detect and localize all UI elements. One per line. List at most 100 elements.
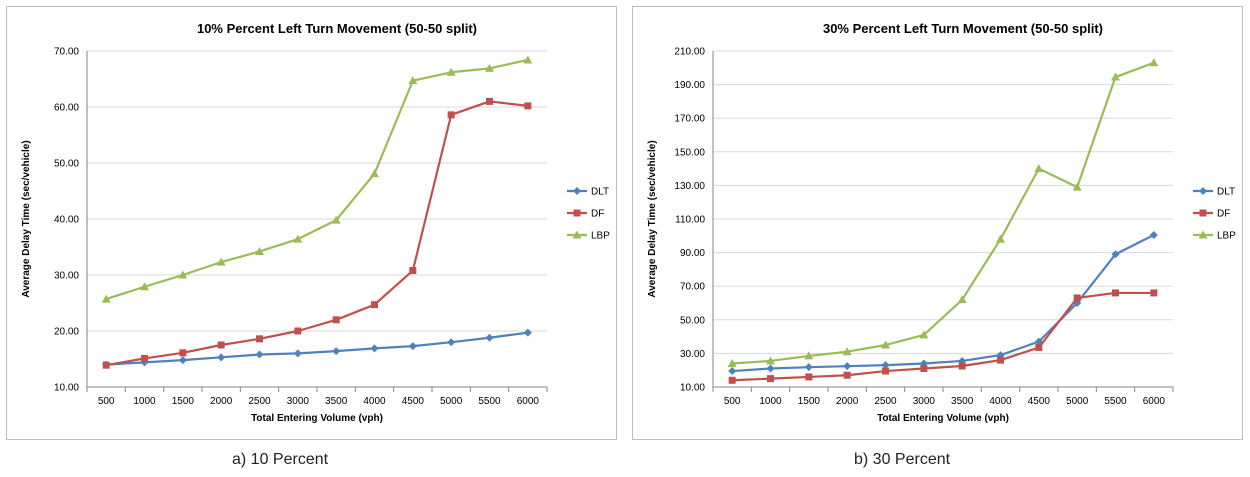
chart2-point-df	[728, 376, 736, 384]
chart1-point-df	[294, 327, 302, 335]
chart1-point-dlt	[447, 338, 456, 347]
chart2-xtick-label: 2000	[836, 396, 859, 407]
chart-panel-30-percent: 30% Percent Left Turn Movement (50-50 sp…	[632, 6, 1243, 440]
chart1-series-lbp	[101, 55, 533, 303]
chart2-point-df	[1150, 289, 1158, 297]
chart2-point-lbp	[727, 358, 737, 367]
chart1-point-lbp	[140, 282, 149, 291]
chart1-point-dlt	[178, 356, 187, 365]
chart2-legend-label: DLT	[1217, 187, 1235, 198]
chart2-point-df	[1035, 344, 1043, 352]
chart2-ytick-label: 150.00	[674, 147, 705, 158]
chart2-ytick-label: 130.00	[674, 181, 705, 192]
chart2-point-df	[882, 367, 889, 375]
chart2-series-df	[728, 289, 1158, 384]
chart1-point-df	[179, 349, 187, 357]
chart2-point-lbp	[919, 330, 929, 339]
chart2-point-df	[958, 362, 966, 370]
chart1-point-dlt	[370, 344, 379, 353]
caption-30-percent: b) 30 Percent	[854, 451, 951, 468]
chart1-ytick-label: 50.00	[54, 159, 79, 170]
chart1-legend-item-lbp: LBP	[567, 230, 610, 242]
chart1-point-dlt	[523, 328, 532, 337]
chart1-legend-item-dlt: DLT	[567, 187, 609, 198]
chart2-point-lbp	[842, 347, 852, 356]
line-chart-30-percent: 30% Percent Left Turn Movement (50-50 sp…	[647, 21, 1236, 424]
chart2-ytick-label: 170.00	[674, 114, 705, 125]
chart2-point-lbp	[1149, 58, 1159, 67]
chart1-ylabel: Average Delay Time (sec/vehicle)	[21, 140, 32, 297]
chart1-ytick-label: 30.00	[54, 271, 79, 282]
chart2-ytick-label: 70.00	[680, 282, 705, 293]
chart2-point-df	[843, 371, 851, 379]
chart1-point-df	[447, 111, 455, 119]
chart2-point-df	[805, 373, 813, 381]
chart2-legend-item-df: DF	[1193, 209, 1230, 220]
chart2-legend-marker	[1199, 209, 1207, 217]
chart2-ytick-label: 110.00	[675, 215, 705, 226]
chart1-point-dlt	[408, 342, 417, 351]
chart2-point-lbp	[804, 351, 814, 360]
chart2-point-lbp	[1034, 164, 1044, 173]
chart2-point-df	[1112, 289, 1119, 297]
chart1-legend-item-df: DF	[567, 209, 604, 220]
chart1-ytick-label: 60.00	[54, 103, 79, 114]
line-chart-10-percent: 10% Percent Left Turn Movement (50-50 sp…	[21, 21, 610, 424]
chart2-xtick-label: 3500	[951, 396, 974, 407]
caption-10-percent: a) 10 Percent	[232, 451, 329, 468]
chart2-legend-item-dlt: DLT	[1193, 187, 1235, 198]
chart1-legend-label: LBP	[591, 231, 610, 242]
chart1-point-dlt	[217, 353, 226, 362]
chart1-point-df	[409, 267, 417, 275]
chart2-xtick-label: 2500	[874, 396, 897, 407]
chart2-point-lbp	[1111, 72, 1120, 81]
chart1-ytick-label: 20.00	[54, 327, 79, 338]
chart1-xtick-label: 500	[98, 396, 115, 407]
chart1-xtick-label: 2500	[248, 396, 271, 407]
chart1-point-lbp	[370, 169, 379, 178]
chart2-ytick-label: 210.00	[674, 47, 705, 58]
chart2-line-lbp	[732, 61, 1155, 365]
chart1-line-dlt	[106, 331, 528, 366]
chart1-legend-label: DF	[591, 209, 604, 220]
chart2-xtick-label: 3000	[913, 396, 936, 407]
chart1-point-lbp	[485, 63, 494, 72]
chart1-ytick-label: 40.00	[54, 215, 79, 226]
chart1-point-lbp	[178, 270, 188, 279]
chart2-point-dlt	[728, 367, 737, 376]
chart2-point-lbp	[957, 295, 967, 304]
chart2-ytick-label: 90.00	[680, 248, 705, 259]
chart1-point-df	[332, 316, 340, 324]
chart1-xtick-label: 4500	[402, 396, 425, 407]
chart2-xtick-label: 6000	[1143, 396, 1166, 407]
chart2-xtick-label: 5000	[1066, 396, 1089, 407]
chart1-xtick-label: 3000	[287, 396, 310, 407]
chart1-line-lbp	[105, 58, 529, 301]
chart2-xtick-label: 4500	[1028, 396, 1051, 407]
chart1-point-dlt	[255, 350, 264, 359]
chart1-point-lbp	[255, 246, 264, 255]
chart2-title: 30% Percent Left Turn Movement (50-50 sp…	[823, 21, 1103, 36]
chart2-legend-item-lbp: LBP	[1193, 230, 1236, 242]
chart2-ytick-label: 50.00	[680, 315, 705, 326]
chart1-series-dlt	[102, 328, 532, 369]
chart1-point-df	[524, 102, 532, 110]
chart1-ytick-label: 10.00	[54, 383, 79, 394]
chart2-legend-label: DF	[1217, 209, 1230, 220]
chart1-xtick-label: 5500	[478, 396, 501, 407]
chart2-xtick-label: 1500	[798, 396, 821, 407]
chart2-point-dlt	[766, 364, 775, 373]
chart2-point-lbp	[1072, 182, 1082, 191]
chart1-legend-marker	[573, 209, 581, 217]
chart2-point-dlt	[881, 361, 890, 370]
chart2-point-df	[920, 365, 928, 373]
chart1-point-lbp	[216, 257, 226, 266]
chart2-legend-marker	[1198, 230, 1208, 239]
chart2-xtick-label: 500	[724, 396, 741, 407]
chart2-point-lbp	[881, 340, 890, 349]
chart1-point-lbp	[293, 234, 303, 243]
chart1-point-dlt	[332, 347, 341, 356]
chart1-title: 10% Percent Left Turn Movement (50-50 sp…	[197, 21, 477, 36]
chart2-line-dlt	[732, 233, 1155, 373]
chart2-legend-marker	[1199, 187, 1207, 195]
